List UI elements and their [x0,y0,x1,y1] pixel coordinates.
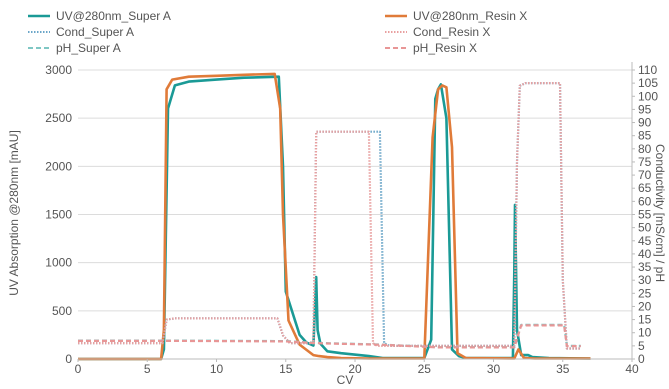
y2-tick-label: 70 [638,168,652,182]
series-line [78,72,591,361]
y2-tick-label: 55 [638,208,652,222]
y-tick-label: 2500 [45,111,72,125]
y2-tick-label: 45 [638,234,652,248]
series-line [78,81,581,350]
x-axis-title: CV [337,373,354,387]
y2-tick-label: 50 [638,221,652,235]
y2-tick-label: 40 [638,247,652,261]
y2-tick-label: 65 [638,181,652,195]
legend-label: Cond_Super A [56,25,134,39]
grid-lines [78,69,632,360]
y2-tick-label: 30 [638,273,652,287]
series-line [78,81,581,350]
legend-label: Cond_Resin X [413,25,490,39]
y2-tick-label: 90 [638,116,652,130]
y-tick-label: 3000 [45,63,72,77]
series-line [78,324,581,349]
y2-tick-label: 110 [638,63,657,77]
y-axis-title: UV Absorption @280nm [mAU] [7,130,21,296]
y-tick-label: 1000 [45,256,72,270]
legend-label: UV@280nm_Resin X [413,9,527,23]
y2-axis-title: Conductivity [mS/cm] / pH [653,144,667,282]
x-tick-label: 40 [625,362,639,376]
y-tick-label: 2000 [45,159,72,173]
y-axis-right: 0510152025303540455055606570758085909510… [631,62,658,366]
x-tick-label: 20 [348,362,362,376]
x-tick-label: 0 [75,362,82,376]
y2-tick-label: 75 [638,155,652,169]
x-tick-label: 15 [279,362,293,376]
series-layer [78,72,591,361]
y2-tick-label: 85 [638,129,652,143]
x-axis: 0 5 10 15 20 25 30 35 40 [75,358,639,376]
y2-tick-label: 5 [638,339,645,353]
legend-label: UV@280nm_Super A [56,9,171,23]
series-line [78,75,591,361]
legend-label: pH_Resin X [413,41,477,55]
y2-tick-label: 25 [638,286,652,300]
y2-tick-label: 95 [638,102,652,116]
y2-tick-label: 80 [638,142,652,156]
y2-tick-label: 100 [638,89,658,103]
x-tick-label: 30 [487,362,501,376]
y2-tick-label: 105 [638,76,658,90]
x-tick-label: 10 [210,362,224,376]
x-tick-label: 35 [556,362,570,376]
x-tick-label: 25 [418,362,432,376]
y-tick-label: 500 [52,304,72,318]
y-axis-left: 0 500 1000 1500 2000 2500 3000 [45,63,72,366]
y-tick-label: 1500 [45,208,72,222]
x-tick-label: 5 [144,362,151,376]
y2-tick-label: 35 [638,260,652,274]
y2-tick-label: 10 [638,326,652,340]
legend-label: pH_Super A [56,41,121,55]
legend: UV@280nm_Super A Cond_Super A pH_Super A UV… [28,9,527,55]
y2-tick-label: 20 [638,299,652,313]
y-tick-label: 0 [65,352,72,366]
y2-tick-label: 0 [638,352,645,366]
y2-tick-label: 15 [638,313,652,327]
y2-tick-label: 60 [638,194,652,208]
